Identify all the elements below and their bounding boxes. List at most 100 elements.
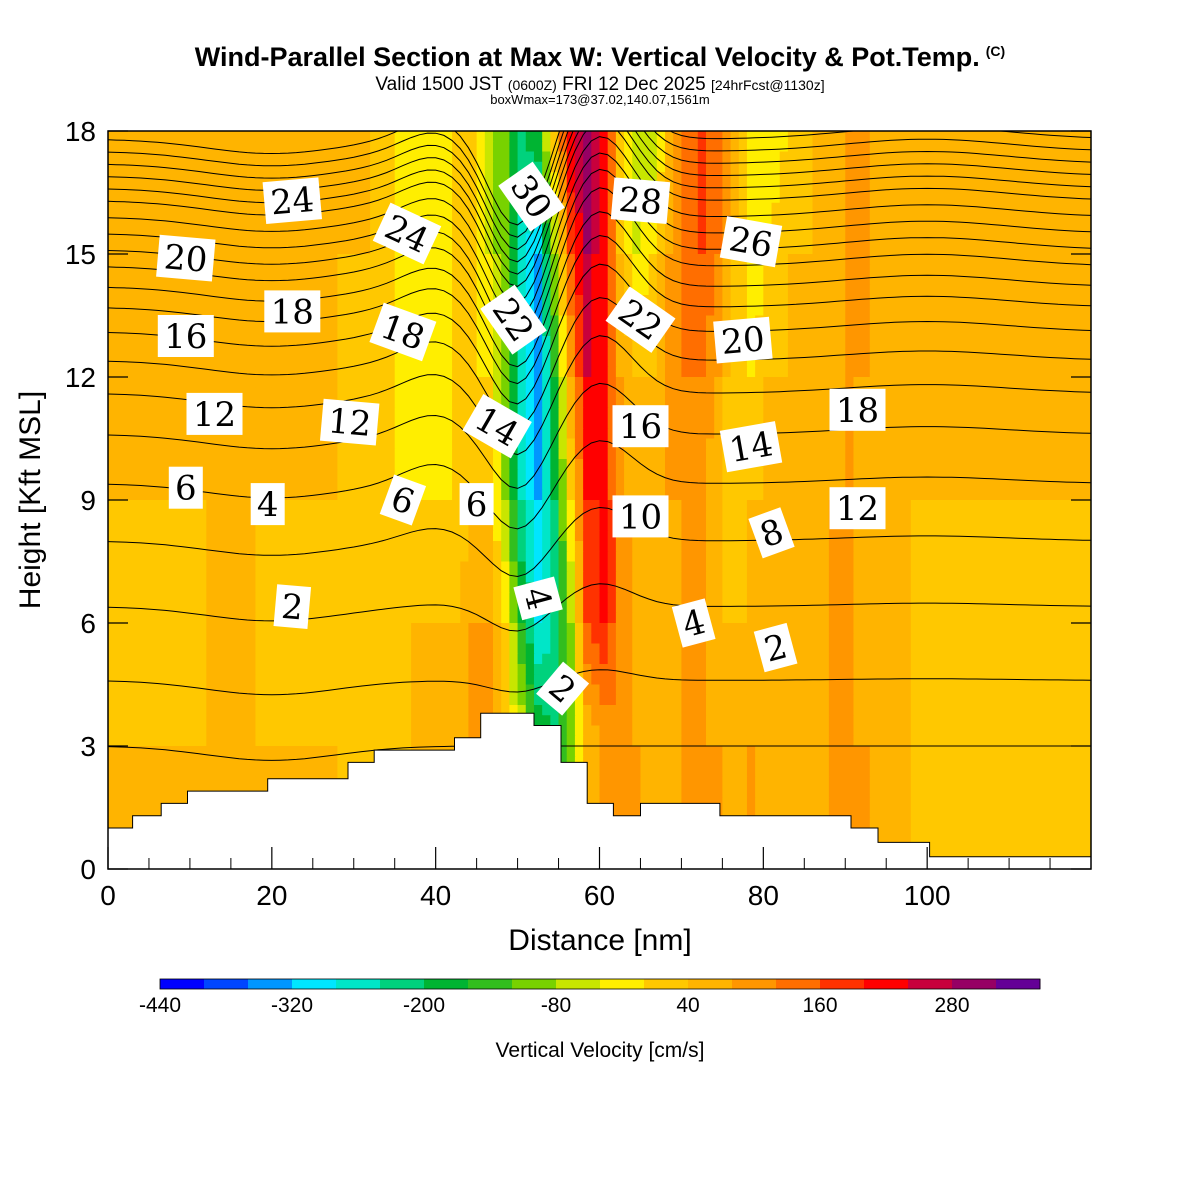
w-cell: [173, 366, 183, 378]
w-cell: [673, 202, 683, 214]
w-cell: [1074, 315, 1084, 327]
w-cell: [673, 264, 683, 276]
w-cell: [320, 182, 330, 194]
w-cell: [550, 213, 560, 224]
w-cell: [951, 418, 961, 429]
w-cell: [902, 407, 912, 419]
w-cell: [533, 387, 543, 399]
w-cell: [689, 172, 699, 183]
w-cell: [370, 264, 379, 276]
w-cell: [787, 397, 797, 409]
w-cell: [296, 274, 306, 286]
w-cell: [542, 254, 551, 265]
w-cell: [910, 377, 920, 388]
w-cell: [804, 172, 814, 183]
w-cell: [722, 192, 732, 204]
w-cell: [476, 346, 486, 358]
w-cell: [394, 141, 404, 153]
w-cell: [296, 469, 306, 481]
w-cell: [648, 356, 658, 368]
w-cell: [673, 541, 683, 552]
w-cell: [820, 151, 830, 163]
w-cell: [886, 500, 895, 511]
w-cell: [132, 530, 142, 542]
w-cell: [255, 233, 265, 245]
w-cell: [435, 397, 445, 409]
w-cell: [189, 151, 199, 163]
w-cell: [714, 284, 723, 296]
w-cell: [1082, 418, 1091, 429]
w-cell: [468, 356, 478, 368]
w-cell: [230, 387, 240, 399]
w-cell: [140, 161, 150, 173]
w-cell: [886, 141, 895, 153]
w-cell: [443, 202, 453, 214]
w-cell: [746, 407, 756, 419]
w-cell: [247, 254, 257, 265]
w-cell: [804, 274, 814, 286]
w-cell: [1066, 264, 1076, 276]
w-cell: [345, 479, 355, 491]
w-cell: [976, 243, 986, 255]
w-cell: [787, 356, 797, 368]
w-cell: [1041, 325, 1051, 337]
w-cell: [361, 151, 371, 163]
w-cell: [247, 551, 257, 563]
w-cell: [591, 459, 601, 470]
w-cell: [853, 541, 863, 552]
w-cell: [468, 192, 478, 204]
w-cell: [501, 233, 510, 245]
w-cell: [263, 397, 273, 409]
w-cell: [1074, 161, 1084, 173]
w-cell: [173, 213, 183, 224]
w-cell: [386, 530, 396, 542]
w-cell: [296, 243, 306, 255]
w-cell: [427, 520, 437, 532]
w-cell: [378, 500, 388, 511]
w-cell: [574, 141, 584, 153]
w-cell: [411, 192, 420, 204]
w-cell: [935, 305, 945, 317]
w-cell: [542, 172, 551, 183]
w-cell: [214, 284, 224, 296]
w-cell: [591, 315, 601, 327]
w-cell: [918, 336, 928, 347]
w-cell: [697, 346, 707, 358]
w-cell: [288, 500, 298, 511]
w-cell: [443, 315, 453, 327]
w-cell: [591, 366, 601, 378]
w-cell: [132, 397, 142, 409]
w-cell: [230, 530, 240, 542]
w-cell: [935, 192, 945, 204]
w-cell: [771, 366, 781, 378]
w-cell: [484, 520, 494, 532]
w-cell: [214, 366, 224, 378]
w-cell: [927, 366, 936, 378]
w-cell: [959, 407, 969, 419]
w-cell: [894, 397, 904, 409]
w-cell: [460, 520, 470, 532]
w-cell: [656, 469, 666, 481]
w-cell: [615, 479, 625, 491]
w-cell: [853, 438, 863, 450]
w-cell: [124, 520, 134, 532]
w-cell: [615, 274, 625, 286]
w-cell: [951, 356, 961, 368]
w-cell: [378, 397, 388, 409]
w-cell: [361, 356, 371, 368]
w-cell: [656, 141, 666, 153]
w-cell: [632, 469, 642, 481]
w-cell: [411, 510, 420, 522]
w-cell: [615, 551, 625, 563]
w-cell: [1017, 510, 1027, 522]
w-cell: [189, 530, 199, 542]
w-cell: [312, 438, 322, 450]
w-cell: [345, 325, 355, 337]
w-cell: [894, 254, 904, 265]
w-cell: [886, 315, 895, 327]
w-cell: [951, 448, 961, 460]
w-cell: [1000, 254, 1010, 265]
w-cell: [329, 479, 338, 491]
w-cell: [337, 315, 347, 327]
w-cell: [812, 325, 822, 337]
